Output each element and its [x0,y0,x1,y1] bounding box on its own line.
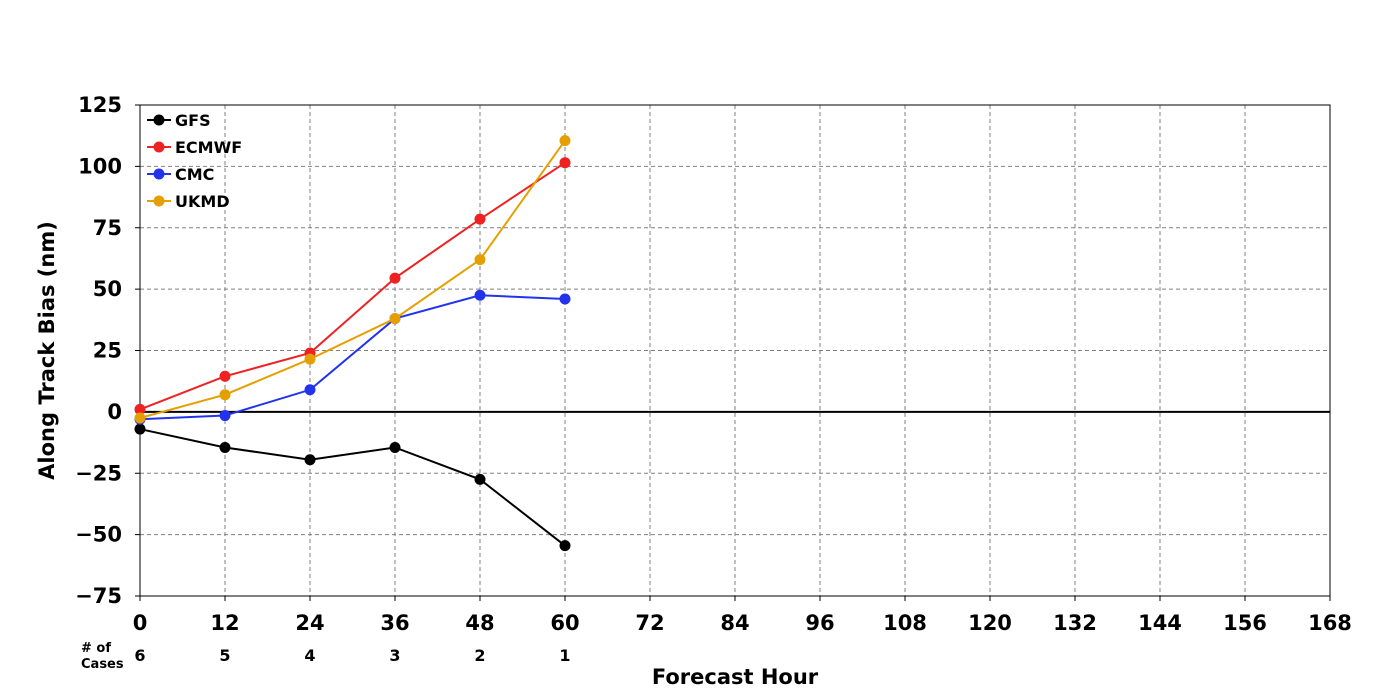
data-point [219,389,231,401]
data-point [474,473,486,485]
x-tick-label: 96 [805,611,834,635]
legend-marker [153,141,165,153]
data-point [559,540,571,552]
legend-entry: CMC [147,165,214,184]
y-tick-label: 125 [78,93,122,117]
x-tick-label: 12 [210,611,239,635]
y-tick-label: −75 [75,584,122,608]
cases-count: 6 [134,646,145,665]
data-point [304,454,316,466]
y-tick-label: −50 [75,523,122,547]
data-point [389,441,401,453]
x-tick-label: 144 [1138,611,1182,635]
x-tick-label: 60 [550,611,579,635]
legend-entry: GFS [147,111,211,130]
data-point [134,403,146,415]
series-line [139,161,566,411]
series-ukmd [134,135,571,424]
data-point [134,423,146,435]
y-tick-label: 0 [107,400,122,424]
y-axis-title: Along Track Bias (nm) [35,221,59,480]
y-tick-label: 75 [93,216,122,240]
data-point [474,289,486,301]
cases-count: 3 [389,646,400,665]
x-tick-label: 120 [968,611,1012,635]
cases-label-line2: Cases [81,657,124,672]
cases-label-line1: # of [81,641,111,656]
x-axis-title: Forecast Hour [652,665,819,689]
cases-count: 1 [559,646,570,665]
legend: GFS ECMWF CMC UKMD [147,111,242,211]
legend-entry: UKMD [147,192,230,211]
cases-count: 4 [304,646,315,665]
legend-label: ECMWF [175,138,242,157]
x-tick-label: 24 [295,611,324,635]
legend-label: UKMD [175,192,230,211]
legend-label: CMC [175,165,214,184]
series-gfs [134,423,571,552]
data-point [559,293,571,305]
x-tick-label: 48 [465,611,494,635]
x-tick-label: 108 [883,611,927,635]
data-point [134,412,146,424]
data-point [389,313,401,325]
cases-count: 5 [219,646,230,665]
grid [140,105,1330,596]
data-point [304,353,316,365]
legend-marker [153,195,165,207]
series-line [139,294,566,421]
x-tick-label: 168 [1308,611,1352,635]
legend-label: GFS [175,111,211,130]
x-tick-label: 72 [635,611,664,635]
legend-marker [153,114,165,126]
y-tick-label: 100 [78,154,122,178]
x-tick-label: 132 [1053,611,1097,635]
data-point [559,157,571,169]
data-point [219,441,231,453]
data-point [474,254,486,266]
x-axis-ticks: 0 12 24 36 48 60 72 84 96 108 120 132 144 156 168 [133,596,1352,635]
y-tick-label: −25 [75,461,122,485]
data-point [559,135,571,147]
y-tick-label: 50 [93,277,122,301]
cases-count: 2 [474,646,485,665]
series-line [139,140,566,419]
x-tick-label: 84 [720,611,749,635]
y-axis-ticks: −75 −50 −25 0 25 50 75 100 125 [75,93,140,608]
data-point [219,410,231,422]
series-line [139,428,566,547]
data-point [389,272,401,284]
data-point [304,384,316,396]
data-point [474,213,486,225]
x-tick-label: 156 [1223,611,1267,635]
series-ecmwf [134,157,571,415]
data-point [219,370,231,382]
x-tick-label: 0 [133,611,148,635]
series-group [134,135,571,552]
y-tick-label: 25 [93,339,122,363]
legend-marker [153,168,165,180]
x-tick-label: 36 [380,611,409,635]
legend-entry: ECMWF [147,138,242,157]
series-cmc [134,289,571,425]
